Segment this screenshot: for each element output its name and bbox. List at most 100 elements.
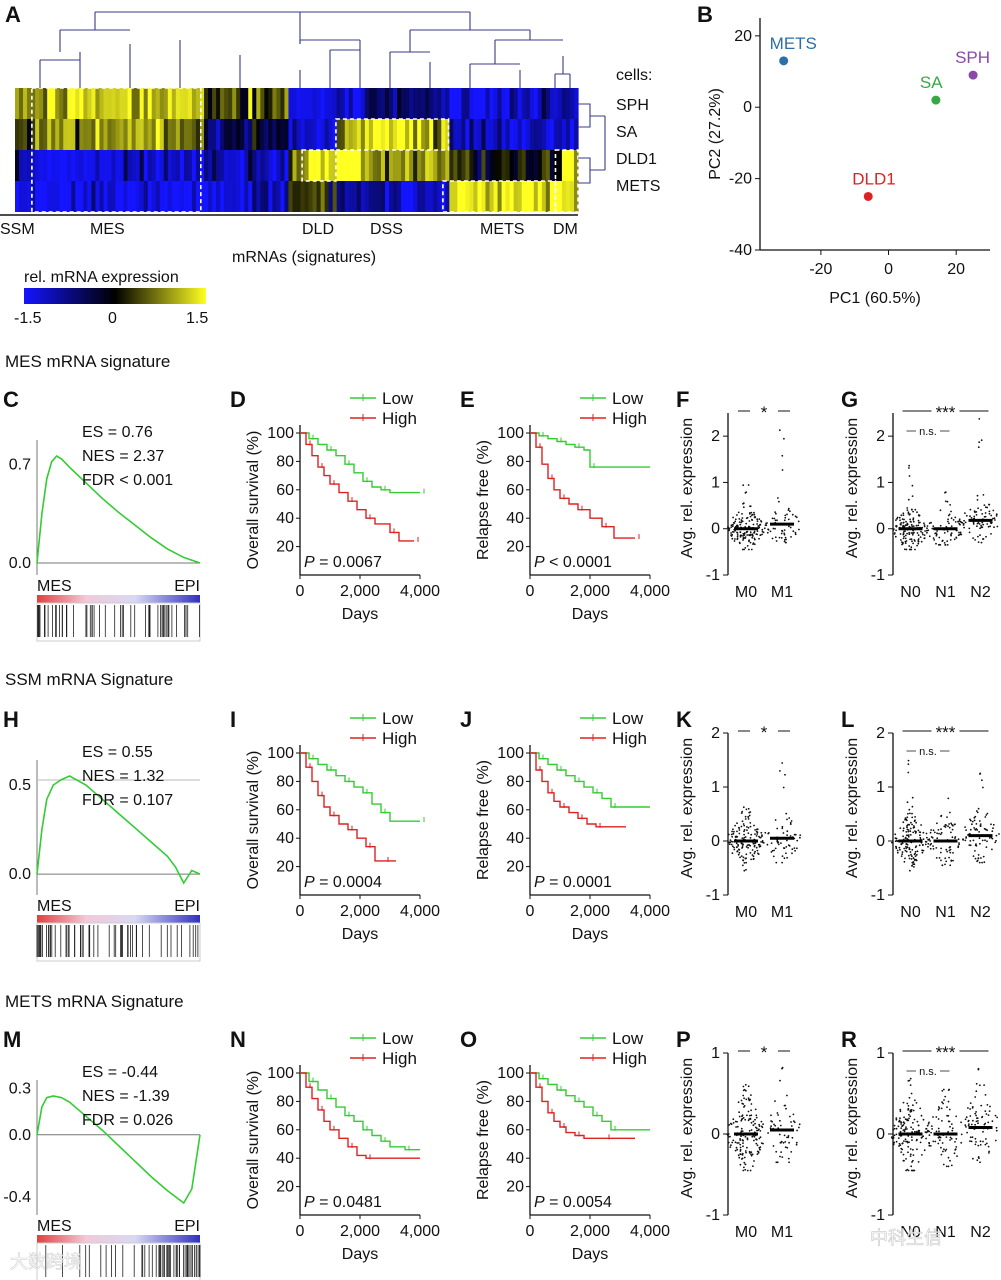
data-point xyxy=(950,1164,953,1167)
data-point xyxy=(742,1085,745,1088)
data-point xyxy=(781,855,784,857)
heatmap-cell xyxy=(208,88,213,119)
data-point xyxy=(950,532,953,534)
heatmap-cell xyxy=(449,88,454,119)
heatmap-cell xyxy=(348,150,354,181)
data-point xyxy=(978,831,980,833)
km-curve xyxy=(530,1072,635,1139)
data-point xyxy=(995,834,998,837)
heatmap-cell xyxy=(248,119,253,150)
data-point xyxy=(957,534,960,537)
y-tick-label: 20 xyxy=(276,859,294,876)
data-point xyxy=(781,1066,784,1069)
data-point xyxy=(745,1151,747,1154)
data-point xyxy=(785,812,788,815)
heatmap-cell xyxy=(292,150,298,181)
data-point xyxy=(910,508,913,511)
heatmap-cell xyxy=(228,181,233,212)
heatmap-cell xyxy=(107,181,113,212)
heatmap-cell xyxy=(573,119,579,150)
x-tick-label: 2,000 xyxy=(570,1223,610,1240)
heatmap-cell xyxy=(107,150,113,181)
heatmap-cell xyxy=(244,181,249,212)
heatmap-cell xyxy=(204,119,209,150)
data-point xyxy=(906,846,909,849)
panel-letter-p: P xyxy=(676,1027,691,1052)
data-point xyxy=(910,523,913,526)
data-point xyxy=(741,513,743,515)
heatmap-cell xyxy=(509,88,515,119)
heatmap-cell xyxy=(384,181,390,212)
heatmap-cell xyxy=(308,181,314,212)
data-point xyxy=(944,500,947,503)
data-point xyxy=(914,852,916,855)
data-point xyxy=(907,1169,910,1172)
data-point xyxy=(977,807,980,810)
data-point xyxy=(909,1115,912,1118)
data-point xyxy=(927,842,930,845)
data-point xyxy=(913,1169,916,1172)
data-point xyxy=(904,857,906,860)
heatmap-cell xyxy=(372,88,378,119)
data-point xyxy=(752,535,754,537)
heatmap-cell xyxy=(529,181,535,212)
data-point xyxy=(944,491,947,493)
data-point xyxy=(908,1079,911,1082)
heatmap-cell xyxy=(517,150,523,181)
data-point xyxy=(799,836,801,839)
heatmap-cell xyxy=(135,88,141,119)
heatmap-cell xyxy=(473,88,479,119)
data-point xyxy=(755,533,758,535)
data-point xyxy=(895,1118,898,1121)
data-point xyxy=(938,1139,941,1142)
data-point xyxy=(982,523,985,526)
data-point xyxy=(988,1150,990,1153)
heatmap-cell xyxy=(51,150,56,181)
data-point xyxy=(929,831,932,834)
data-point xyxy=(754,1118,756,1121)
pca-point xyxy=(779,56,789,66)
data-point xyxy=(935,1116,938,1118)
heatmap-cell xyxy=(27,150,32,181)
data-point xyxy=(901,1124,904,1127)
panel-letter-g: G xyxy=(841,387,858,412)
heatmap-cell xyxy=(179,181,185,212)
data-point xyxy=(784,514,787,517)
data-point xyxy=(932,829,935,832)
data-point xyxy=(973,515,976,518)
data-point xyxy=(912,510,914,513)
data-point xyxy=(937,1118,940,1120)
signature-label: METS xyxy=(480,221,524,238)
heatmap-cell xyxy=(413,181,418,212)
data-point xyxy=(904,537,907,540)
km-ylabel: Overall survival (%) xyxy=(245,1071,262,1210)
heatmap-cell xyxy=(529,119,535,150)
data-point xyxy=(744,1083,747,1086)
data-point xyxy=(770,851,773,853)
data-point xyxy=(730,534,732,537)
heatmap-cell xyxy=(384,150,390,181)
heatmap-cell xyxy=(280,88,286,119)
data-point xyxy=(965,1126,967,1128)
heatmap-cell xyxy=(553,150,559,181)
data-point xyxy=(911,855,913,858)
data-point xyxy=(917,1129,920,1132)
data-point xyxy=(787,507,790,510)
data-point xyxy=(974,828,976,831)
data-point xyxy=(950,859,953,862)
data-point xyxy=(908,848,911,851)
heatmap-cell xyxy=(425,88,430,119)
data-point xyxy=(766,843,769,846)
x-tick-label: 0 xyxy=(526,583,535,600)
heatmap-cell xyxy=(23,88,28,119)
data-point xyxy=(761,841,764,844)
heatmap-cell xyxy=(405,150,410,181)
data-point xyxy=(903,847,906,850)
data-point xyxy=(793,847,796,849)
data-point xyxy=(984,828,987,831)
data-point xyxy=(930,829,932,831)
data-point xyxy=(949,504,951,506)
heatmap-cell xyxy=(127,150,133,181)
data-point xyxy=(924,840,927,843)
